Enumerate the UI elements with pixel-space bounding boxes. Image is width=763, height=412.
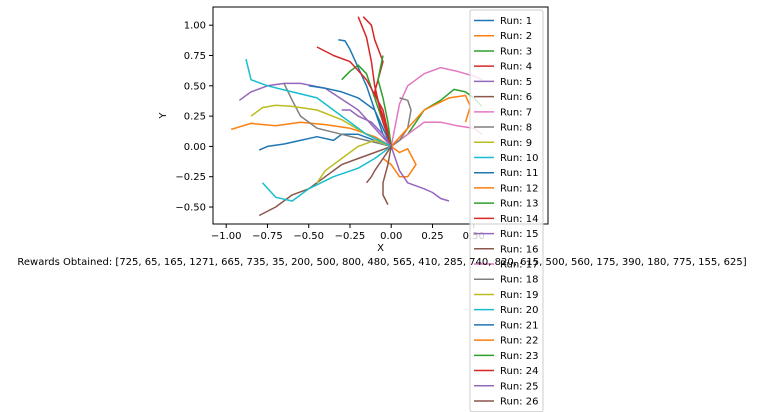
- series-line-run-15: [390, 146, 450, 202]
- y-tick-label: 0.25: [184, 112, 206, 123]
- legend-label-run-4: Run: 4: [500, 62, 532, 73]
- legend-label-run-17: Run: 17: [500, 260, 538, 271]
- x-tick-label: 0.25: [421, 231, 443, 242]
- series-line-run-17: [390, 121, 483, 148]
- legend-label-run-2: Run: 2: [500, 31, 532, 42]
- y-tick-label: 0.50: [184, 81, 206, 92]
- legend-label-run-20: Run: 20: [500, 305, 538, 316]
- series-line-run-22: [390, 94, 472, 147]
- legend-label-run-19: Run: 19: [500, 290, 538, 301]
- series-line-run-10: [261, 145, 392, 202]
- y-tick-label: 1.00: [184, 21, 206, 32]
- legend-label-run-23: Run: 23: [500, 351, 538, 362]
- series-line-run-3: [390, 88, 483, 148]
- legend: Run: 1 Run: 2 Run: 3 Run: 4 Run: 5 Run: 6 Run:…: [469, 9, 544, 412]
- x-tick-label: −0.25: [335, 231, 366, 242]
- legend-label-run-25: Run: 25: [500, 381, 538, 392]
- series-line-run-1: [258, 133, 392, 151]
- legend-label-run-18: Run: 18: [500, 275, 538, 286]
- series-line-run-23: [377, 55, 392, 147]
- series-line-run-14: [316, 46, 392, 147]
- series-line-run-5: [238, 82, 392, 147]
- rewards-caption: Rewards Obtained: [725, 65, 165, 1271, 6…: [17, 257, 746, 268]
- legend-label-run-3: Run: 3: [500, 46, 532, 57]
- series-line-run-26: [365, 145, 392, 184]
- y-tick-label: 0.75: [184, 51, 206, 62]
- y-tick-label: 0.00: [184, 142, 206, 153]
- legend-label-run-16: Run: 16: [500, 244, 538, 255]
- series-line-run-16: [382, 146, 392, 205]
- series-line-run-2: [230, 121, 392, 148]
- series-line-run-24: [357, 16, 392, 147]
- series-line-run-8: [283, 83, 392, 148]
- legend-label-run-1: Run: 1: [500, 16, 532, 27]
- series-line-run-19: [316, 139, 392, 184]
- y-axis-label: Y: [158, 112, 169, 120]
- legend-label-run-11: Run: 11: [500, 168, 538, 179]
- y-tick-label: −0.50: [175, 203, 206, 214]
- x-tick-label: 0.00: [380, 231, 402, 242]
- x-tick-label: −1.00: [211, 231, 242, 242]
- plot-lines: [230, 16, 483, 217]
- x-tick-label: −0.50: [293, 231, 324, 242]
- legend-label-run-14: Run: 14: [500, 214, 538, 225]
- x-tick-label: −0.75: [252, 231, 283, 242]
- legend-label-run-24: Run: 24: [500, 366, 538, 377]
- legend-label-run-21: Run: 21: [500, 320, 538, 331]
- legend-label-run-26: Run: 26: [500, 397, 538, 408]
- series-line-run-18: [390, 97, 412, 148]
- series-line-run-7: [390, 66, 483, 147]
- legend-label-run-22: Run: 22: [500, 336, 538, 347]
- legend-label-run-13: Run: 13: [500, 199, 538, 210]
- legend-label-run-10: Run: 10: [500, 153, 538, 164]
- legend-label-run-5: Run: 5: [500, 77, 532, 88]
- legend-label-run-9: Run: 9: [500, 138, 532, 149]
- series-line-run-4: [362, 16, 392, 147]
- series-line-run-12: [382, 145, 417, 178]
- legend-label-run-15: Run: 15: [500, 229, 538, 240]
- legend-label-run-8: Run: 8: [500, 123, 532, 134]
- series-line-run-25: [341, 109, 392, 147]
- series-line-run-20: [245, 58, 392, 148]
- legend-label-run-6: Run: 6: [500, 92, 532, 103]
- series-line-run-6: [258, 145, 392, 217]
- y-tick-label: −0.25: [175, 172, 206, 183]
- legend-label-run-12: Run: 12: [500, 183, 538, 194]
- x-axis-label: X: [377, 243, 384, 254]
- plot-frame: [212, 6, 549, 225]
- legend-label-run-7: Run: 7: [500, 107, 532, 118]
